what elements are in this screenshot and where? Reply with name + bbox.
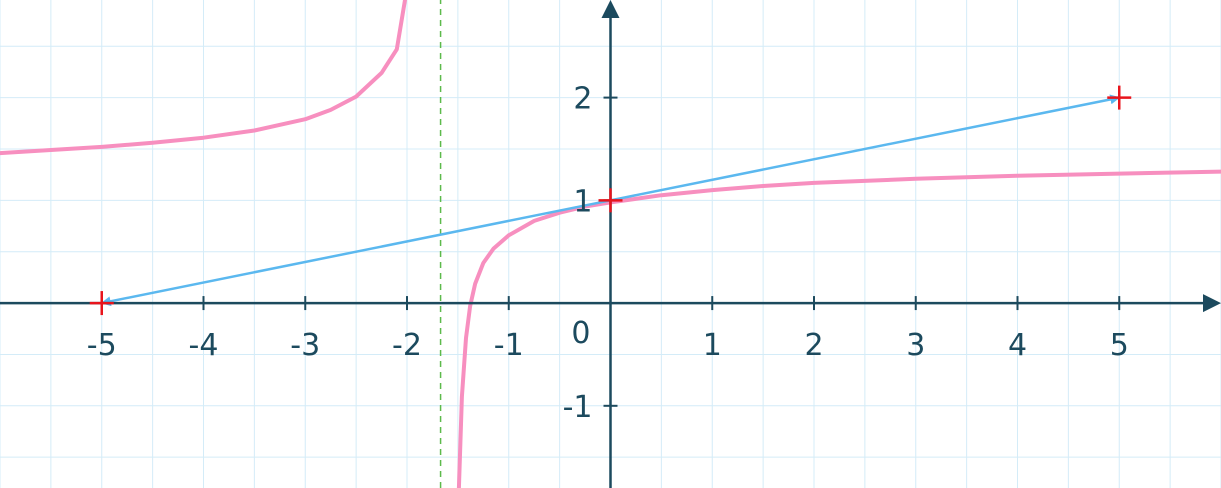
x-tick-label: 3 xyxy=(906,328,925,363)
origin-label: 0 xyxy=(571,316,590,351)
y-tick-label: -1 xyxy=(563,390,593,425)
curve-branch xyxy=(0,0,407,156)
x-tick-label: -5 xyxy=(87,328,117,363)
y-tick-label: 1 xyxy=(573,184,592,219)
x-axis-arrow xyxy=(1203,294,1221,313)
y-tick-label: 2 xyxy=(573,82,592,117)
tangent-vector xyxy=(610,94,1121,202)
x-tick-label: -4 xyxy=(189,328,219,363)
x-tick-label: 4 xyxy=(1008,328,1027,363)
vector-layer xyxy=(100,94,1121,307)
tangent-vector xyxy=(100,199,611,307)
x-tick-label: -2 xyxy=(392,328,422,363)
point-layer xyxy=(89,85,1132,316)
x-tick-label: -3 xyxy=(290,328,320,363)
x-tick-label: 2 xyxy=(804,328,823,363)
x-tick-label: 5 xyxy=(1110,328,1129,363)
x-tick-label: 1 xyxy=(703,328,722,363)
tick-labels: -5 -4 -3 -2 -1 1 2 3 4 5 2 1 -1 0 xyxy=(87,82,1129,425)
x-tick-label: -1 xyxy=(494,328,524,363)
y-axis-arrow xyxy=(601,0,620,18)
